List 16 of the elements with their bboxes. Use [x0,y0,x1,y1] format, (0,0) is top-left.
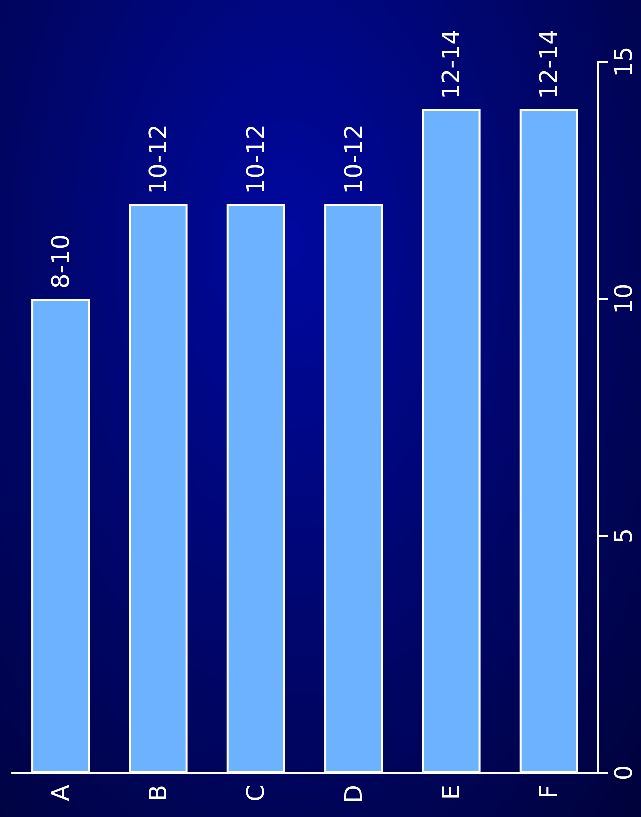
x-tick-label: F [535,785,564,799]
data-label: 12-14 [438,30,466,100]
y-tick-label: 0 [610,765,638,781]
x-tick-label: C [242,785,270,802]
data-label: 10-12 [340,124,368,194]
x-tick-label: E [438,785,466,800]
data-label: 12-14 [535,30,564,100]
x-tick-label: D [340,785,368,804]
y-tick-label: 15 [610,46,638,78]
x-tick-label: B [144,785,172,802]
data-label: 10-12 [242,124,270,194]
data-label: 8-10 [46,234,75,289]
data-label: 10-12 [144,124,172,194]
y-tick-label: 5 [610,528,638,544]
y-tick-label: 10 [610,284,638,314]
x-tick-label: A [46,784,75,802]
